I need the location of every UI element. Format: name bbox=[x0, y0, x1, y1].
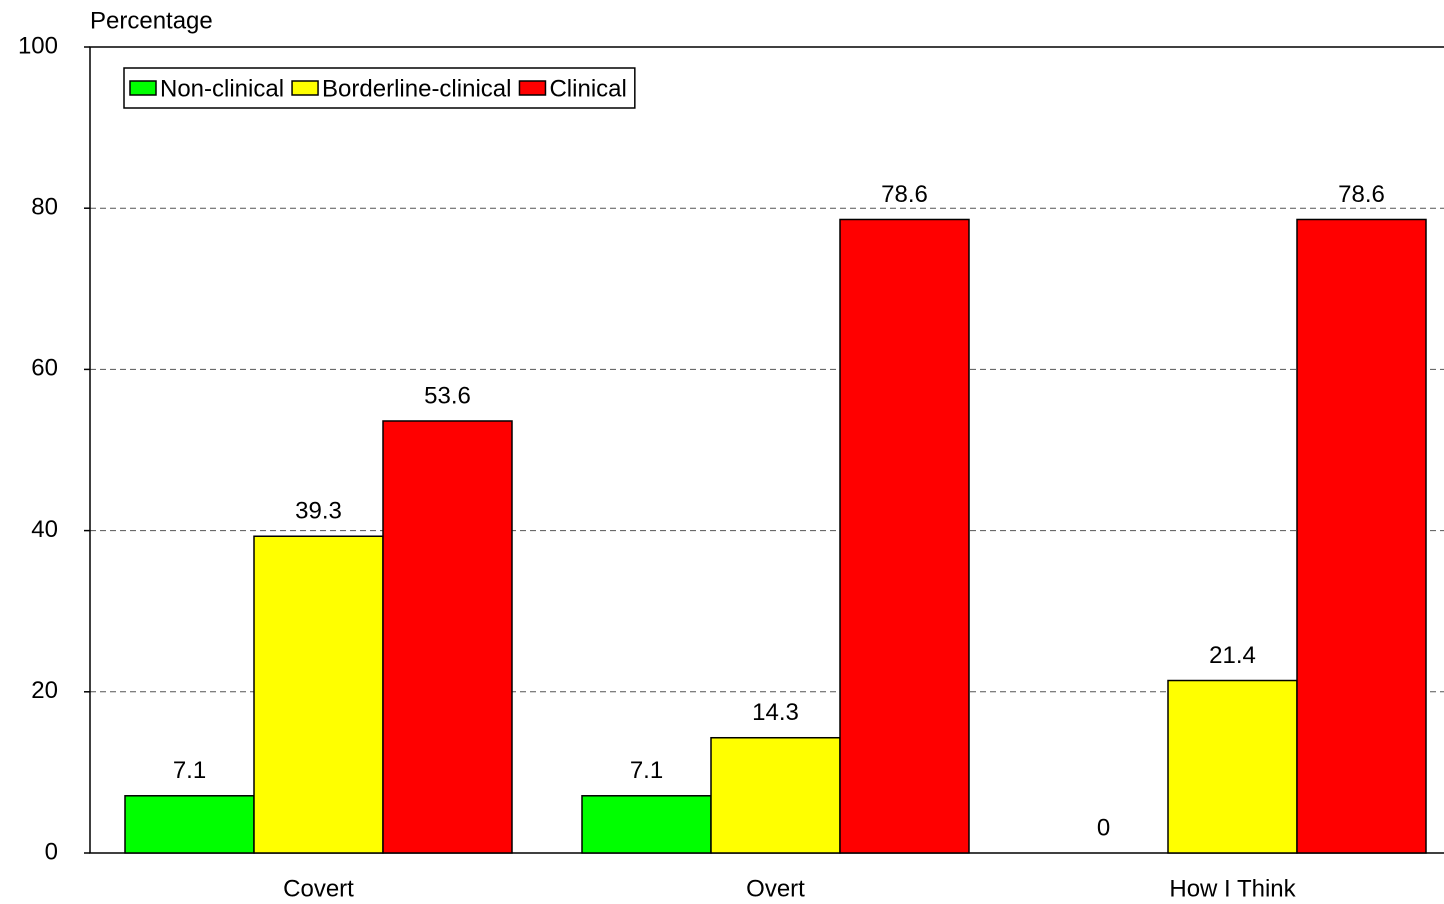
value-label: 7.1 bbox=[173, 757, 206, 784]
bar bbox=[1296, 218, 1427, 854]
value-label: 39.3 bbox=[295, 498, 342, 525]
y-axis-label: Percentage bbox=[90, 7, 213, 34]
bar bbox=[1167, 679, 1298, 854]
y-tick-label: 80 bbox=[31, 194, 58, 221]
bar bbox=[382, 420, 513, 854]
value-label: 21.4 bbox=[1209, 642, 1256, 669]
legend-swatch bbox=[518, 80, 547, 96]
legend-swatch bbox=[291, 80, 319, 96]
y-tick-label: 60 bbox=[31, 355, 58, 382]
value-label: 53.6 bbox=[424, 382, 471, 409]
x-tick-label: Covert bbox=[283, 875, 354, 902]
legend-box bbox=[123, 67, 636, 109]
y-tick-label: 40 bbox=[31, 516, 58, 543]
bar bbox=[839, 218, 970, 854]
value-label: 0 bbox=[1097, 814, 1110, 841]
legend-label: Non-clinical bbox=[160, 75, 284, 102]
y-tick-label: 20 bbox=[31, 677, 58, 704]
legend-label: Borderline-clinical bbox=[322, 75, 511, 102]
bar bbox=[253, 535, 384, 854]
y-tick-label: 100 bbox=[18, 32, 58, 59]
bar bbox=[581, 795, 712, 854]
x-tick-label: How I Think bbox=[1169, 875, 1296, 902]
value-label: 7.1 bbox=[630, 757, 663, 784]
x-tick-label: Overt bbox=[746, 875, 805, 902]
legend-swatch bbox=[129, 80, 157, 96]
value-label: 78.6 bbox=[881, 181, 928, 208]
value-label: 78.6 bbox=[1338, 181, 1385, 208]
value-label: 14.3 bbox=[752, 699, 799, 726]
y-tick-label: 0 bbox=[45, 838, 58, 865]
legend-label: Clinical bbox=[549, 75, 626, 102]
bar bbox=[710, 736, 841, 854]
bar bbox=[124, 795, 255, 854]
